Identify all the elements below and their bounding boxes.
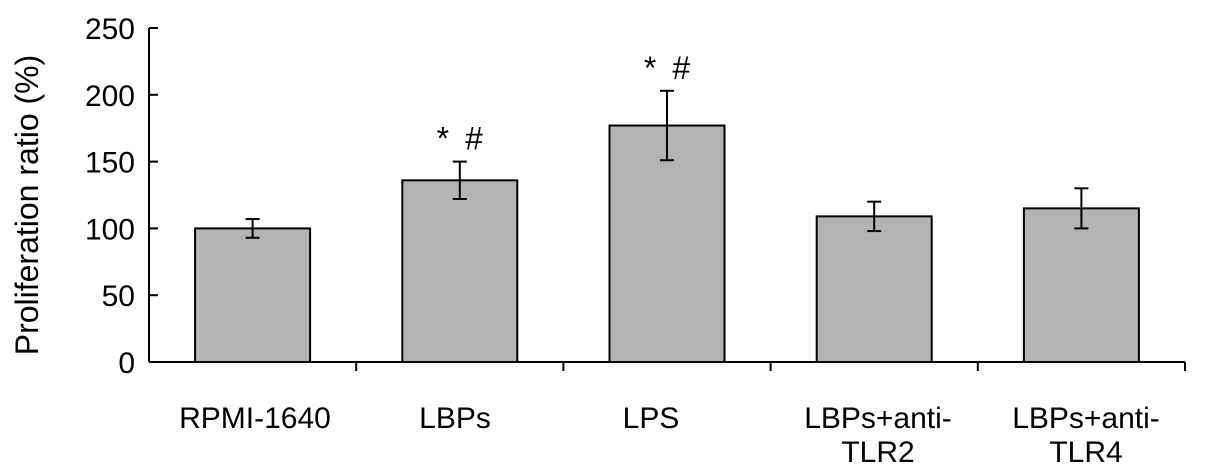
error-bars [245,89,1089,239]
x-category-label-line: TLR4 [1049,436,1122,469]
x-category-label-line: LBPs+anti- [1012,402,1160,435]
error-bar [660,89,674,162]
significance-annotations: * # * # [437,50,691,157]
x-category-label: RPMI-1640 [179,402,331,435]
x-category-label-line: LBPs [419,402,491,435]
x-category-label-line: TLR2 [841,436,914,469]
error-bar [452,160,467,201]
y-axis-title: Proliferation ratio (%) [9,55,45,356]
error-bar [1074,187,1089,230]
bar [401,179,519,363]
x-axis: RPMI-1640 LBPs LPS LBPs+anti-TLR2LBPs+anti-… [149,361,1186,469]
x-category-label: LBPs+anti-TLR2 [804,402,952,469]
bar [1022,207,1140,363]
x-category-label: LBPs+anti-TLR4 [1012,402,1160,469]
x-category-label-line: LPS [623,402,680,435]
x-category-label-line: LBPs+anti- [804,402,952,435]
significance-label: * # [644,50,690,86]
y-tick-label: 150 [85,147,135,180]
bars [194,124,1140,363]
y-axis: 0 50 100 150 200 250 [85,13,158,380]
y-tick-label: 100 [85,213,135,246]
error-bar [245,218,260,239]
x-category-label-line: RPMI-1640 [179,402,331,435]
y-tick-label: 250 [85,13,135,46]
y-tick-label: 200 [85,80,135,113]
significance-label: * # [437,121,483,157]
x-category-label: LBPs [419,402,491,435]
bar [815,215,933,363]
bar [194,227,312,363]
y-tick-label: 50 [102,280,135,313]
error-bar [867,200,882,233]
x-category-label: LPS [623,402,680,435]
y-tick-label: 0 [118,347,135,380]
bar [608,124,726,363]
